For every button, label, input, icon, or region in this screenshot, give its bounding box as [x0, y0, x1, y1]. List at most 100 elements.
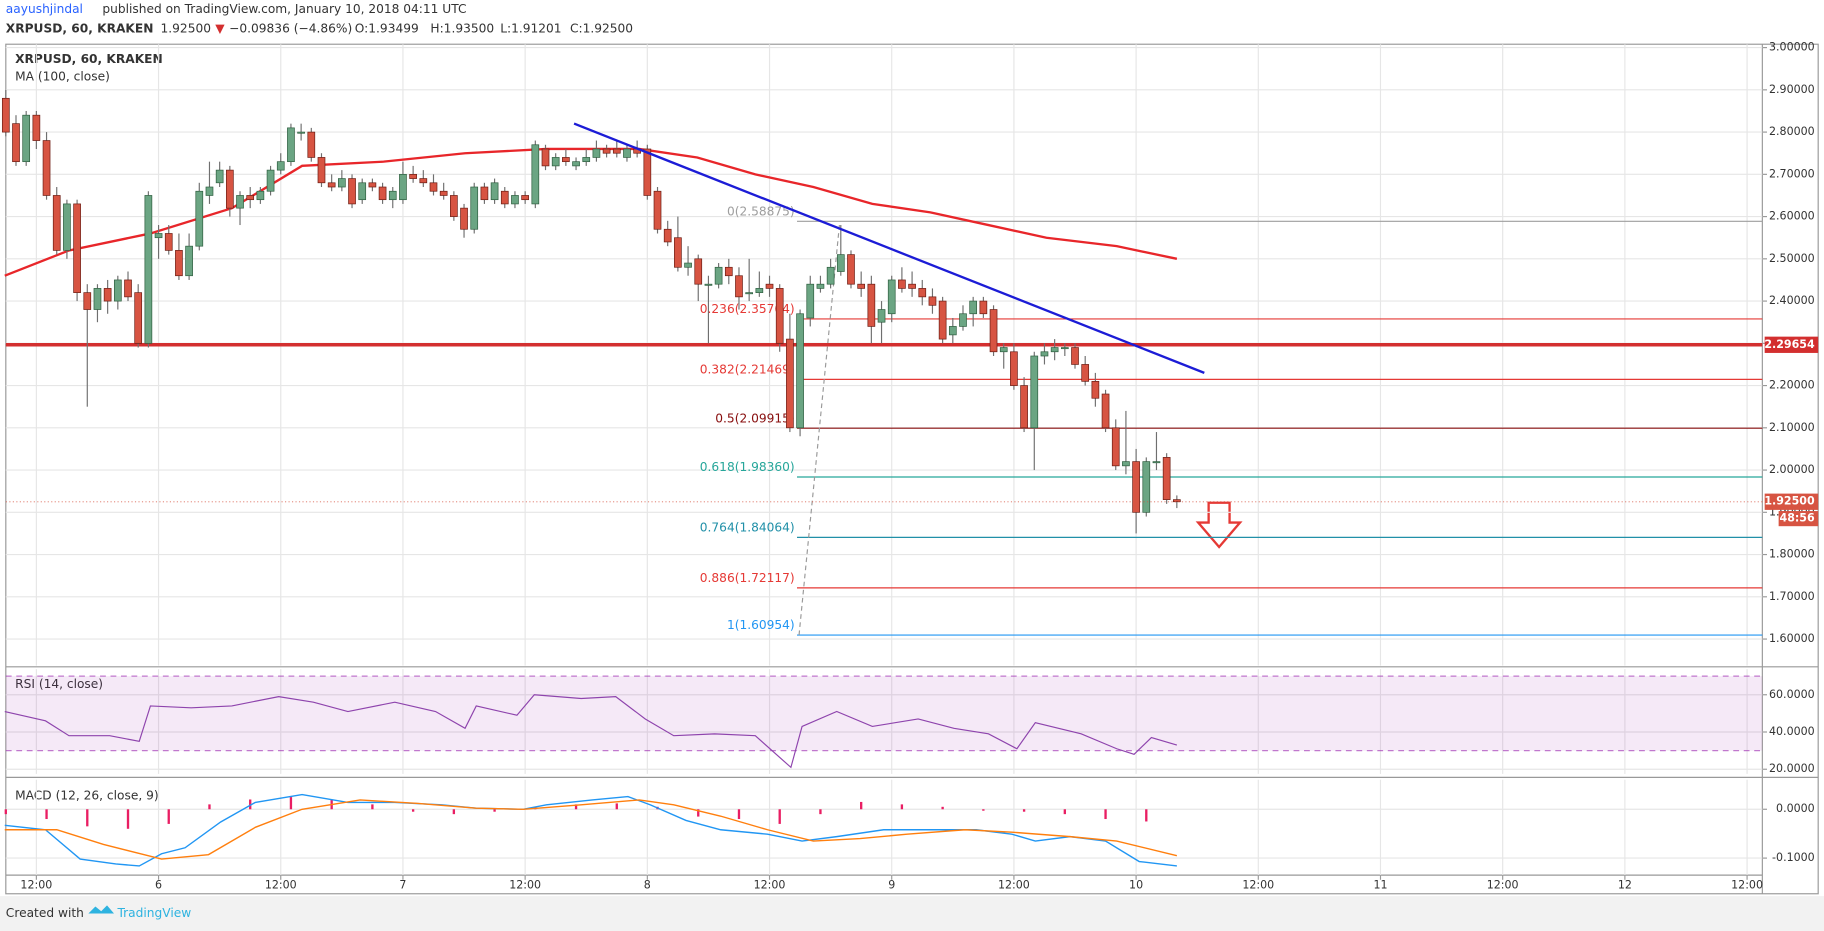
x-tick-label: 12:00 [754, 879, 786, 892]
histogram-bar [452, 809, 456, 815]
candle-body [531, 144, 540, 205]
histogram-bar [1022, 809, 1026, 812]
candle-body [1101, 393, 1110, 429]
x-tick-label: 11 [1373, 879, 1387, 892]
histogram-bar [615, 803, 618, 810]
candle-body [908, 283, 916, 289]
candle-body [1122, 461, 1130, 467]
fib-trend [798, 221, 841, 636]
candle-body [490, 182, 499, 201]
candle-body [521, 195, 529, 201]
candle-body [388, 190, 397, 201]
histogram-bar [900, 804, 904, 810]
fib-label: 0.5(2.09915) [715, 411, 794, 425]
histogram-bar [778, 809, 781, 824]
y-tick-label: 3.00000 [1769, 41, 1815, 54]
candle-body [1030, 355, 1039, 429]
candle-body [93, 288, 102, 310]
histogram-bar [167, 809, 170, 824]
candle-body [205, 186, 214, 196]
candle-body [113, 279, 122, 302]
fib-label: 0.764(1.84064) [700, 521, 795, 535]
high: H:1.93500 [430, 22, 494, 36]
candle-body [154, 233, 163, 239]
candle-body [1050, 347, 1059, 353]
candle-body [103, 288, 112, 302]
candle-body [1020, 385, 1028, 429]
candle-body [612, 148, 621, 154]
candle-body [327, 182, 336, 188]
candle-body [368, 182, 377, 188]
candle-body [582, 157, 591, 163]
candle-body [704, 283, 713, 286]
y-tick-label: 2.70000 [1769, 167, 1815, 180]
macd-line [4, 793, 1177, 867]
fib-label: 0(2.58875) [727, 205, 795, 219]
candle-body [806, 283, 815, 319]
candle-body [225, 169, 234, 209]
published: published on TradingView.com, January 10… [102, 2, 466, 16]
y-tick-label: 2.40000 [1769, 294, 1815, 307]
histogram-bar [411, 809, 415, 812]
candle-body [358, 182, 367, 201]
histogram-bar [371, 804, 374, 810]
candle-body [867, 283, 876, 327]
x-tick-label: 12:00 [509, 879, 541, 892]
y-tick-label: 20.0000 [1769, 762, 1815, 775]
down-arrow [1195, 501, 1243, 549]
author[interactable]: aayushjindal [6, 2, 83, 16]
histogram-bar [45, 809, 48, 820]
footer-created: Created with [6, 906, 84, 920]
y-tick-label: 2.90000 [1769, 83, 1815, 96]
candle-body [836, 254, 845, 272]
candle-body [287, 127, 295, 163]
candle-body [1132, 461, 1140, 513]
candle-body [1060, 347, 1069, 350]
candle-body [979, 300, 988, 315]
countdown: 48:56 [1780, 512, 1815, 525]
x-tick-label: 12 [1618, 879, 1632, 892]
histogram-bar [208, 804, 211, 810]
candle-body [653, 190, 662, 230]
x-tick-label: 10 [1129, 879, 1143, 892]
candle-body [786, 338, 794, 429]
histogram-bar [1063, 809, 1066, 815]
last-price-label: 1.92500 [1764, 495, 1815, 508]
candle-body [32, 114, 41, 141]
candle-body [42, 140, 51, 196]
candle-body [470, 186, 479, 230]
histogram-bar [697, 809, 700, 817]
y-tick-label: 0.0000 [1776, 802, 1815, 815]
candle-body [877, 309, 886, 323]
y-tick-label: 40.0000 [1769, 725, 1815, 738]
x-tick-label: 6 [155, 879, 162, 892]
candle-body [419, 178, 428, 184]
histogram-bar [941, 806, 944, 810]
candle-body [1111, 427, 1120, 467]
candle-body [378, 186, 387, 201]
candle-body [959, 313, 967, 327]
y-tick-label: -0.1000 [1772, 851, 1815, 864]
candle-body [592, 148, 601, 158]
candle-body [1081, 364, 1090, 382]
candle-body [1040, 351, 1049, 357]
fib-label: 0.886(1.72117) [700, 571, 795, 585]
candle-body [989, 309, 998, 353]
symbol: XRPUSD, 60, KRAKEN [6, 22, 154, 36]
rsi-band [5, 676, 1763, 751]
candle-body [246, 195, 255, 201]
histogram-bar [249, 799, 252, 810]
x-tick-label: 7 [399, 879, 406, 892]
candle-body [317, 157, 326, 184]
footer-brand[interactable]: TradingView [116, 906, 191, 920]
candle-body [297, 131, 305, 134]
candle-body [898, 279, 906, 289]
candle-body [215, 169, 224, 184]
candle-body [480, 186, 489, 201]
candle-body [541, 148, 550, 167]
last-price: 1.92500 [161, 22, 211, 36]
last-price-tag [1764, 493, 1819, 510]
logo [88, 905, 114, 914]
